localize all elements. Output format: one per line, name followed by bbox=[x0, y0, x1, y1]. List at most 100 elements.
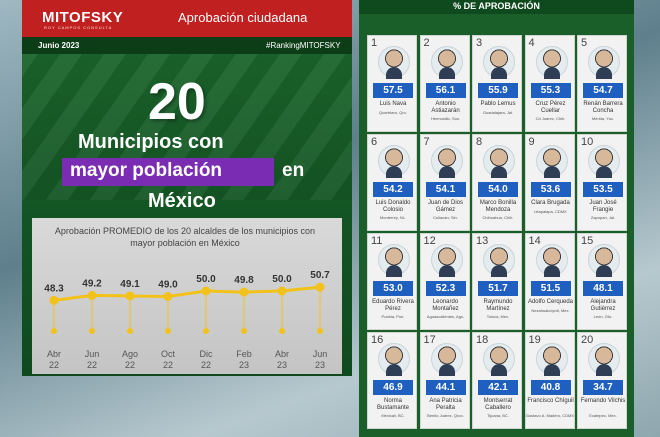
mayor-name: Ana Patricia Peralta bbox=[429, 398, 462, 411]
chart-tick-label-month: Ago bbox=[122, 349, 138, 359]
ranking-card: 3 55.9 Pablo Lemus Guadalajara, Jal. bbox=[472, 35, 522, 132]
approval-badge: 57.5 bbox=[373, 83, 413, 98]
ranking-card: 11 53.0 Eduardo Rivera Pérez Puebla, Pue. bbox=[367, 233, 417, 330]
approval-badge: 52.3 bbox=[425, 281, 466, 296]
chart-tick-label-month: Jun bbox=[85, 349, 100, 359]
approval-badge: 54.0 bbox=[478, 182, 518, 197]
rank-number: 17 bbox=[423, 334, 436, 346]
approval-badge: 54.7 bbox=[583, 83, 623, 98]
mayor-photo-icon bbox=[588, 145, 620, 178]
mayor-photo-icon bbox=[378, 46, 410, 79]
chart-data-label: 49.0 bbox=[158, 280, 178, 291]
approval-badge: 53.6 bbox=[530, 182, 571, 197]
rank-number: 4 bbox=[528, 37, 535, 49]
approval-badge: 44.1 bbox=[425, 380, 466, 395]
chart-data-label: 49.2 bbox=[82, 278, 102, 289]
chart-base-point bbox=[127, 328, 133, 334]
chart-point bbox=[201, 286, 211, 296]
rank-number: 3 bbox=[476, 37, 483, 49]
rank-number: 11 bbox=[371, 235, 383, 247]
ranking-card: 19 40.8 Francisco Chíguil Gustavo A. Madero… bbox=[524, 332, 575, 429]
chart-base-point bbox=[203, 328, 209, 334]
mayor-location: Iztapalapa, CDMX bbox=[534, 209, 567, 214]
chart-base-point bbox=[165, 328, 171, 334]
ranking-card: 18 42.1 Montserrat Caballero Tijuana, BC. bbox=[472, 332, 522, 429]
rank-number: 2 bbox=[423, 37, 430, 49]
mayor-location: León, Gto. bbox=[593, 314, 613, 319]
approval-badge: 51.5 bbox=[530, 281, 571, 296]
mayor-name: Montserrat Caballero bbox=[483, 398, 513, 411]
approval-badge: 53.5 bbox=[583, 182, 623, 197]
rank-number: 15 bbox=[581, 235, 594, 247]
chart-data-label: 50.0 bbox=[272, 274, 292, 285]
header-bar bbox=[22, 0, 352, 37]
mayor-photo-icon bbox=[588, 46, 620, 79]
ranking-title: % DE APROBACIÓN bbox=[359, 0, 634, 14]
rank-number: 14 bbox=[528, 235, 541, 247]
chart-data-label: 49.8 bbox=[234, 275, 254, 286]
mayor-name: Renán Barrera Concha bbox=[583, 101, 623, 114]
chart-base-point bbox=[89, 328, 95, 334]
ranking-card: 6 54.2 Luis Donaldo Colosio Monterrey, NL. bbox=[367, 134, 417, 231]
rank-number: 12 bbox=[423, 235, 436, 247]
ranking-card: 1 57.5 Luis Nava Querétaro, Qro. bbox=[367, 35, 417, 132]
mayor-photo-icon bbox=[535, 244, 568, 277]
mayor-location: Mexicali, BC. bbox=[381, 413, 405, 418]
mayor-photo-icon bbox=[430, 244, 463, 277]
mayor-photo-icon bbox=[430, 145, 463, 178]
mayor-name: Pablo Lemus bbox=[480, 101, 516, 107]
mayor-location: Gustavo A. Madero, CDMX. bbox=[525, 413, 575, 418]
rank-number: 16 bbox=[371, 334, 384, 346]
approval-badge: 48.1 bbox=[583, 281, 623, 296]
approval-line-chart: 48.3Abr2249.2Jun2249.1Ago2249.0Oct2250.0… bbox=[44, 270, 330, 370]
chart-tick-label-year: 23 bbox=[277, 360, 287, 370]
approval-badge: 46.9 bbox=[373, 380, 413, 395]
chart-point bbox=[87, 290, 97, 300]
ranking-card: 2 56.1 Antonio Astiazarán Hermosillo, Son. bbox=[419, 35, 470, 132]
chart-tick-label-year: 23 bbox=[315, 360, 325, 370]
chart-tick-label-month: Abr bbox=[275, 349, 289, 359]
ranking-card: 8 54.0 Marco Bonilla Mendoza Chihuahua, Chi… bbox=[472, 134, 522, 231]
page-title: Aprobación ciudadana bbox=[178, 10, 308, 25]
rank-number: 19 bbox=[528, 334, 541, 346]
mayor-name: Alejandra Gutiérrez bbox=[590, 299, 616, 312]
mayor-photo-icon bbox=[535, 343, 568, 376]
mayor-location: Benito Juárez, Qroo. bbox=[427, 413, 464, 418]
mayor-name: Marco Bonilla Mendoza bbox=[479, 200, 517, 213]
chart-point bbox=[239, 287, 249, 297]
headline-line1: Municipios con bbox=[78, 131, 224, 153]
chart-point bbox=[49, 295, 59, 305]
chart-subtitle: Aprobación PROMEDIO de los 20 alcaldes d… bbox=[54, 226, 316, 248]
sub-header-bar bbox=[22, 37, 352, 54]
approval-badge: 56.1 bbox=[425, 83, 466, 98]
chart-base-point bbox=[279, 328, 285, 334]
chart-tick-label-month: Dic bbox=[200, 349, 213, 359]
mayor-location: Monterrey, NL. bbox=[379, 215, 407, 220]
mayor-location: Zapopan, Jal. bbox=[590, 215, 616, 220]
rank-number: 9 bbox=[528, 136, 535, 148]
chart-data-label: 49.1 bbox=[120, 279, 140, 290]
hashtag-label: #RankingMITOFSKY bbox=[266, 41, 341, 50]
mayor-location: Aguascalientes, Ags. bbox=[426, 314, 465, 319]
approval-badge: 53.0 bbox=[373, 281, 413, 296]
mayor-location: Cd Juárez, Chih. bbox=[535, 116, 566, 121]
logo-subtitle: ROY CAMPOS CONSULTA bbox=[44, 25, 113, 30]
mayor-photo-icon bbox=[483, 244, 515, 277]
chart-tick-label-month: Abr bbox=[47, 349, 61, 359]
chart-data-label: 50.0 bbox=[196, 274, 216, 285]
approval-badge: 42.1 bbox=[478, 380, 518, 395]
chart-tick-label-year: 22 bbox=[87, 360, 97, 370]
ranking-card: 17 44.1 Ana Patricia Peralta Benito Juárez,… bbox=[419, 332, 470, 429]
mayor-name: Juan José Frangie bbox=[589, 200, 617, 213]
mayor-photo-icon bbox=[483, 46, 515, 79]
rank-number: 6 bbox=[371, 136, 378, 148]
ranking-card: 9 53.6 Clara Brugada Iztapalapa, CDMX bbox=[524, 134, 575, 231]
mayor-name: Juan de Dios Gámez bbox=[427, 200, 464, 213]
ranking-card: 20 34.7 Fernando Vilchis Ecatepec, Mex. bbox=[577, 332, 627, 429]
ranking-card: 14 51.5 Adolfo Cerqueda Nezahualcóyotl, Mex… bbox=[524, 233, 575, 330]
mayor-photo-icon bbox=[483, 343, 515, 376]
ranking-card: 4 55.3 Cruz Pérez Cuellar Cd Juárez, Chih. bbox=[524, 35, 575, 132]
chart-base-point bbox=[51, 328, 57, 334]
chart-data-label: 48.3 bbox=[44, 283, 64, 294]
chart-data-label: 50.7 bbox=[310, 270, 330, 281]
